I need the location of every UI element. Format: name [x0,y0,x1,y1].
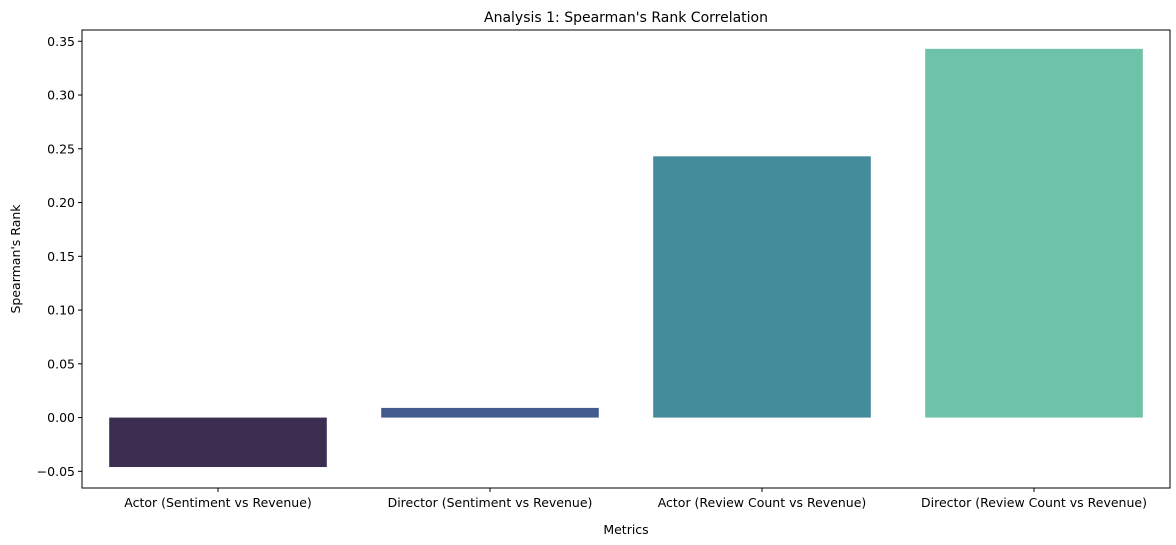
x-tick-label: Director (Sentiment vs Revenue) [388,495,593,510]
x-tick-label: Actor (Review Count vs Revenue) [658,495,867,510]
axes-frame [81,29,1171,489]
y-tick-label: 0.15 [47,249,75,264]
bar-3 [653,156,871,418]
y-tick-label: 0.05 [47,356,75,371]
bar-4 [925,48,1143,418]
bars-group [109,48,1143,468]
y-tick-label: 0.00 [47,410,75,425]
y-tick-label: −0.05 [37,464,75,479]
x-tick-label: Actor (Sentiment vs Revenue) [124,495,312,510]
y-tick-label: 0.10 [47,303,75,318]
y-tick-label: 0.25 [47,141,75,156]
plot-area: −0.05 0.00 0.05 0.10 0.15 0.20 0.25 0.30 0.35 Ac… [37,29,1171,510]
x-tick-label: Director (Review Count vs Revenue) [921,495,1147,510]
bar-2 [381,407,599,418]
x-axis-label: Metrics [603,522,648,537]
x-axis-ticks: Actor (Sentiment vs Revenue) Director (Se… [124,488,1147,510]
chart-title: Analysis 1: Spearman's Rank Correlation [484,10,768,26]
y-axis-ticks: −0.05 0.00 0.05 0.10 0.15 0.20 0.25 0.30 0.35 [37,34,82,479]
y-tick-label: 0.20 [47,195,75,210]
y-tick-label: 0.35 [47,34,75,49]
y-axis-label: Spearman's Rank [8,204,23,314]
y-tick-label: 0.30 [47,88,75,103]
bar-1 [109,417,327,468]
